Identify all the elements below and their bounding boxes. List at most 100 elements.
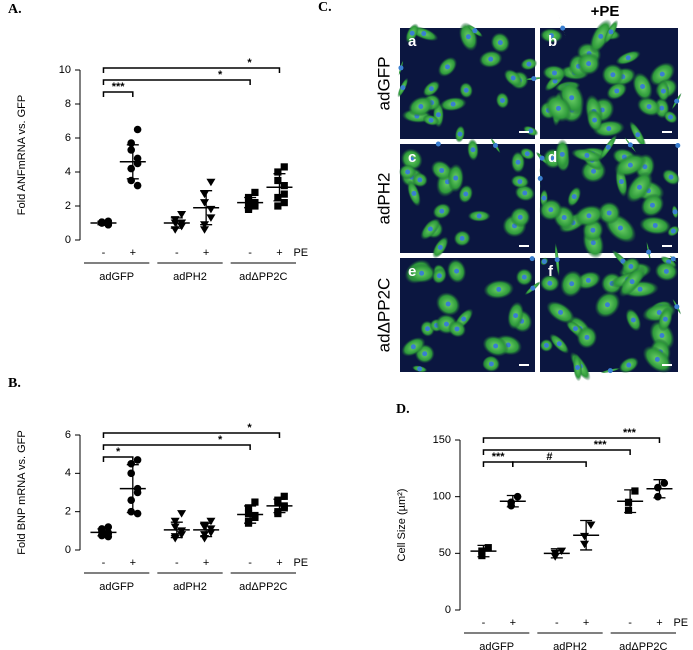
y-tick-label: 0 (445, 604, 451, 616)
y-tick-label: 10 (59, 64, 71, 76)
nucleus (592, 117, 598, 123)
nucleus (421, 31, 427, 37)
data-point (580, 532, 590, 541)
data-point (280, 492, 288, 500)
nucleus (674, 304, 680, 310)
nucleus (584, 334, 590, 340)
nucleus (561, 214, 567, 220)
nucleus (617, 225, 623, 231)
nucleus (419, 270, 425, 276)
significance-label: *** (492, 451, 506, 463)
nucleus (528, 128, 534, 134)
nucleus (463, 191, 469, 197)
micrograph: d (535, 134, 681, 263)
x-tick-label: - (175, 247, 179, 259)
nucleus (635, 132, 641, 138)
nucleus (663, 268, 669, 274)
nucleus (499, 97, 505, 103)
error-bar (170, 217, 183, 229)
nucleus (605, 144, 611, 150)
panel-label: C. (318, 0, 332, 15)
error-bar (97, 528, 110, 537)
nucleus (529, 256, 535, 262)
data-point (127, 507, 135, 516)
nucleus (607, 368, 613, 374)
x-tick-label: - (248, 557, 252, 569)
nucleus (470, 147, 476, 153)
nucleus (409, 30, 415, 36)
error-bar (273, 173, 286, 202)
error-bar (97, 220, 110, 226)
row-label: adPH2 (374, 173, 393, 225)
nucleus (443, 321, 449, 327)
data-point (170, 535, 180, 543)
data-point (177, 222, 187, 231)
data-point (586, 521, 596, 529)
panel-label: D. (396, 402, 410, 417)
y-axis-label: Cell Size (µm²) (396, 489, 408, 562)
nucleus (614, 88, 620, 94)
column-title: +PE (591, 3, 620, 20)
data-point (280, 190, 288, 198)
nucleus (530, 285, 536, 291)
data-point (206, 517, 216, 526)
nucleus (497, 40, 503, 46)
nucleus (590, 227, 596, 233)
data-point (133, 509, 142, 518)
data-point (484, 544, 492, 552)
error-bar (126, 464, 139, 514)
significance-label: * (218, 434, 223, 446)
significance-bracket (482, 437, 661, 443)
error-bar (200, 190, 213, 226)
nucleus (572, 326, 578, 332)
nucleus (488, 56, 494, 62)
data-point (251, 188, 259, 196)
error-bar (126, 144, 139, 180)
nucleus (660, 88, 666, 94)
nucleus (672, 209, 678, 215)
factor-label: PE (293, 247, 308, 259)
x-tick-label: - (628, 617, 632, 629)
nucleus (555, 105, 561, 111)
nucleus (522, 190, 528, 196)
nucleus (428, 86, 434, 92)
nucleus (459, 235, 465, 241)
y-axis-label: Fold BNP mRNA vs. GFP (16, 430, 28, 555)
nucleus (454, 268, 460, 274)
nucleus (606, 126, 612, 132)
data-point (244, 205, 253, 213)
data-point (274, 193, 282, 202)
data-point (654, 483, 662, 492)
nucleus (450, 101, 456, 107)
nucleus (435, 141, 441, 147)
nucleus (548, 33, 554, 39)
nucleus (445, 301, 451, 307)
error-bar (200, 522, 213, 538)
nucleus (675, 143, 681, 149)
y-tick-label: 4 (65, 467, 71, 479)
data-point (200, 199, 210, 207)
error-bar (550, 548, 563, 559)
nucleus (492, 142, 498, 148)
nucleus (627, 162, 633, 168)
data-point (280, 504, 288, 512)
group-label: adGFP (99, 581, 134, 593)
nucleus (626, 362, 632, 368)
nucleus (662, 316, 668, 322)
x-tick-label: - (482, 617, 486, 629)
x-tick-label: + (130, 247, 136, 259)
group-label: adΔPP2C (239, 581, 287, 593)
nucleus (559, 151, 565, 157)
data-point (660, 479, 669, 487)
panel-letter: e (408, 263, 416, 280)
x-tick-label: + (510, 617, 516, 629)
nucleus (517, 214, 523, 220)
micrograph: f (539, 242, 682, 382)
data-point (170, 517, 180, 526)
nucleus (551, 70, 557, 76)
nucleus (524, 151, 530, 157)
nucleus (496, 286, 502, 292)
nucleus (586, 213, 592, 219)
data-point (127, 164, 135, 173)
